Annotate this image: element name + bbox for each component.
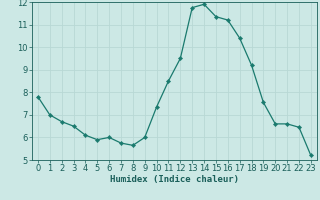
X-axis label: Humidex (Indice chaleur): Humidex (Indice chaleur) bbox=[110, 175, 239, 184]
